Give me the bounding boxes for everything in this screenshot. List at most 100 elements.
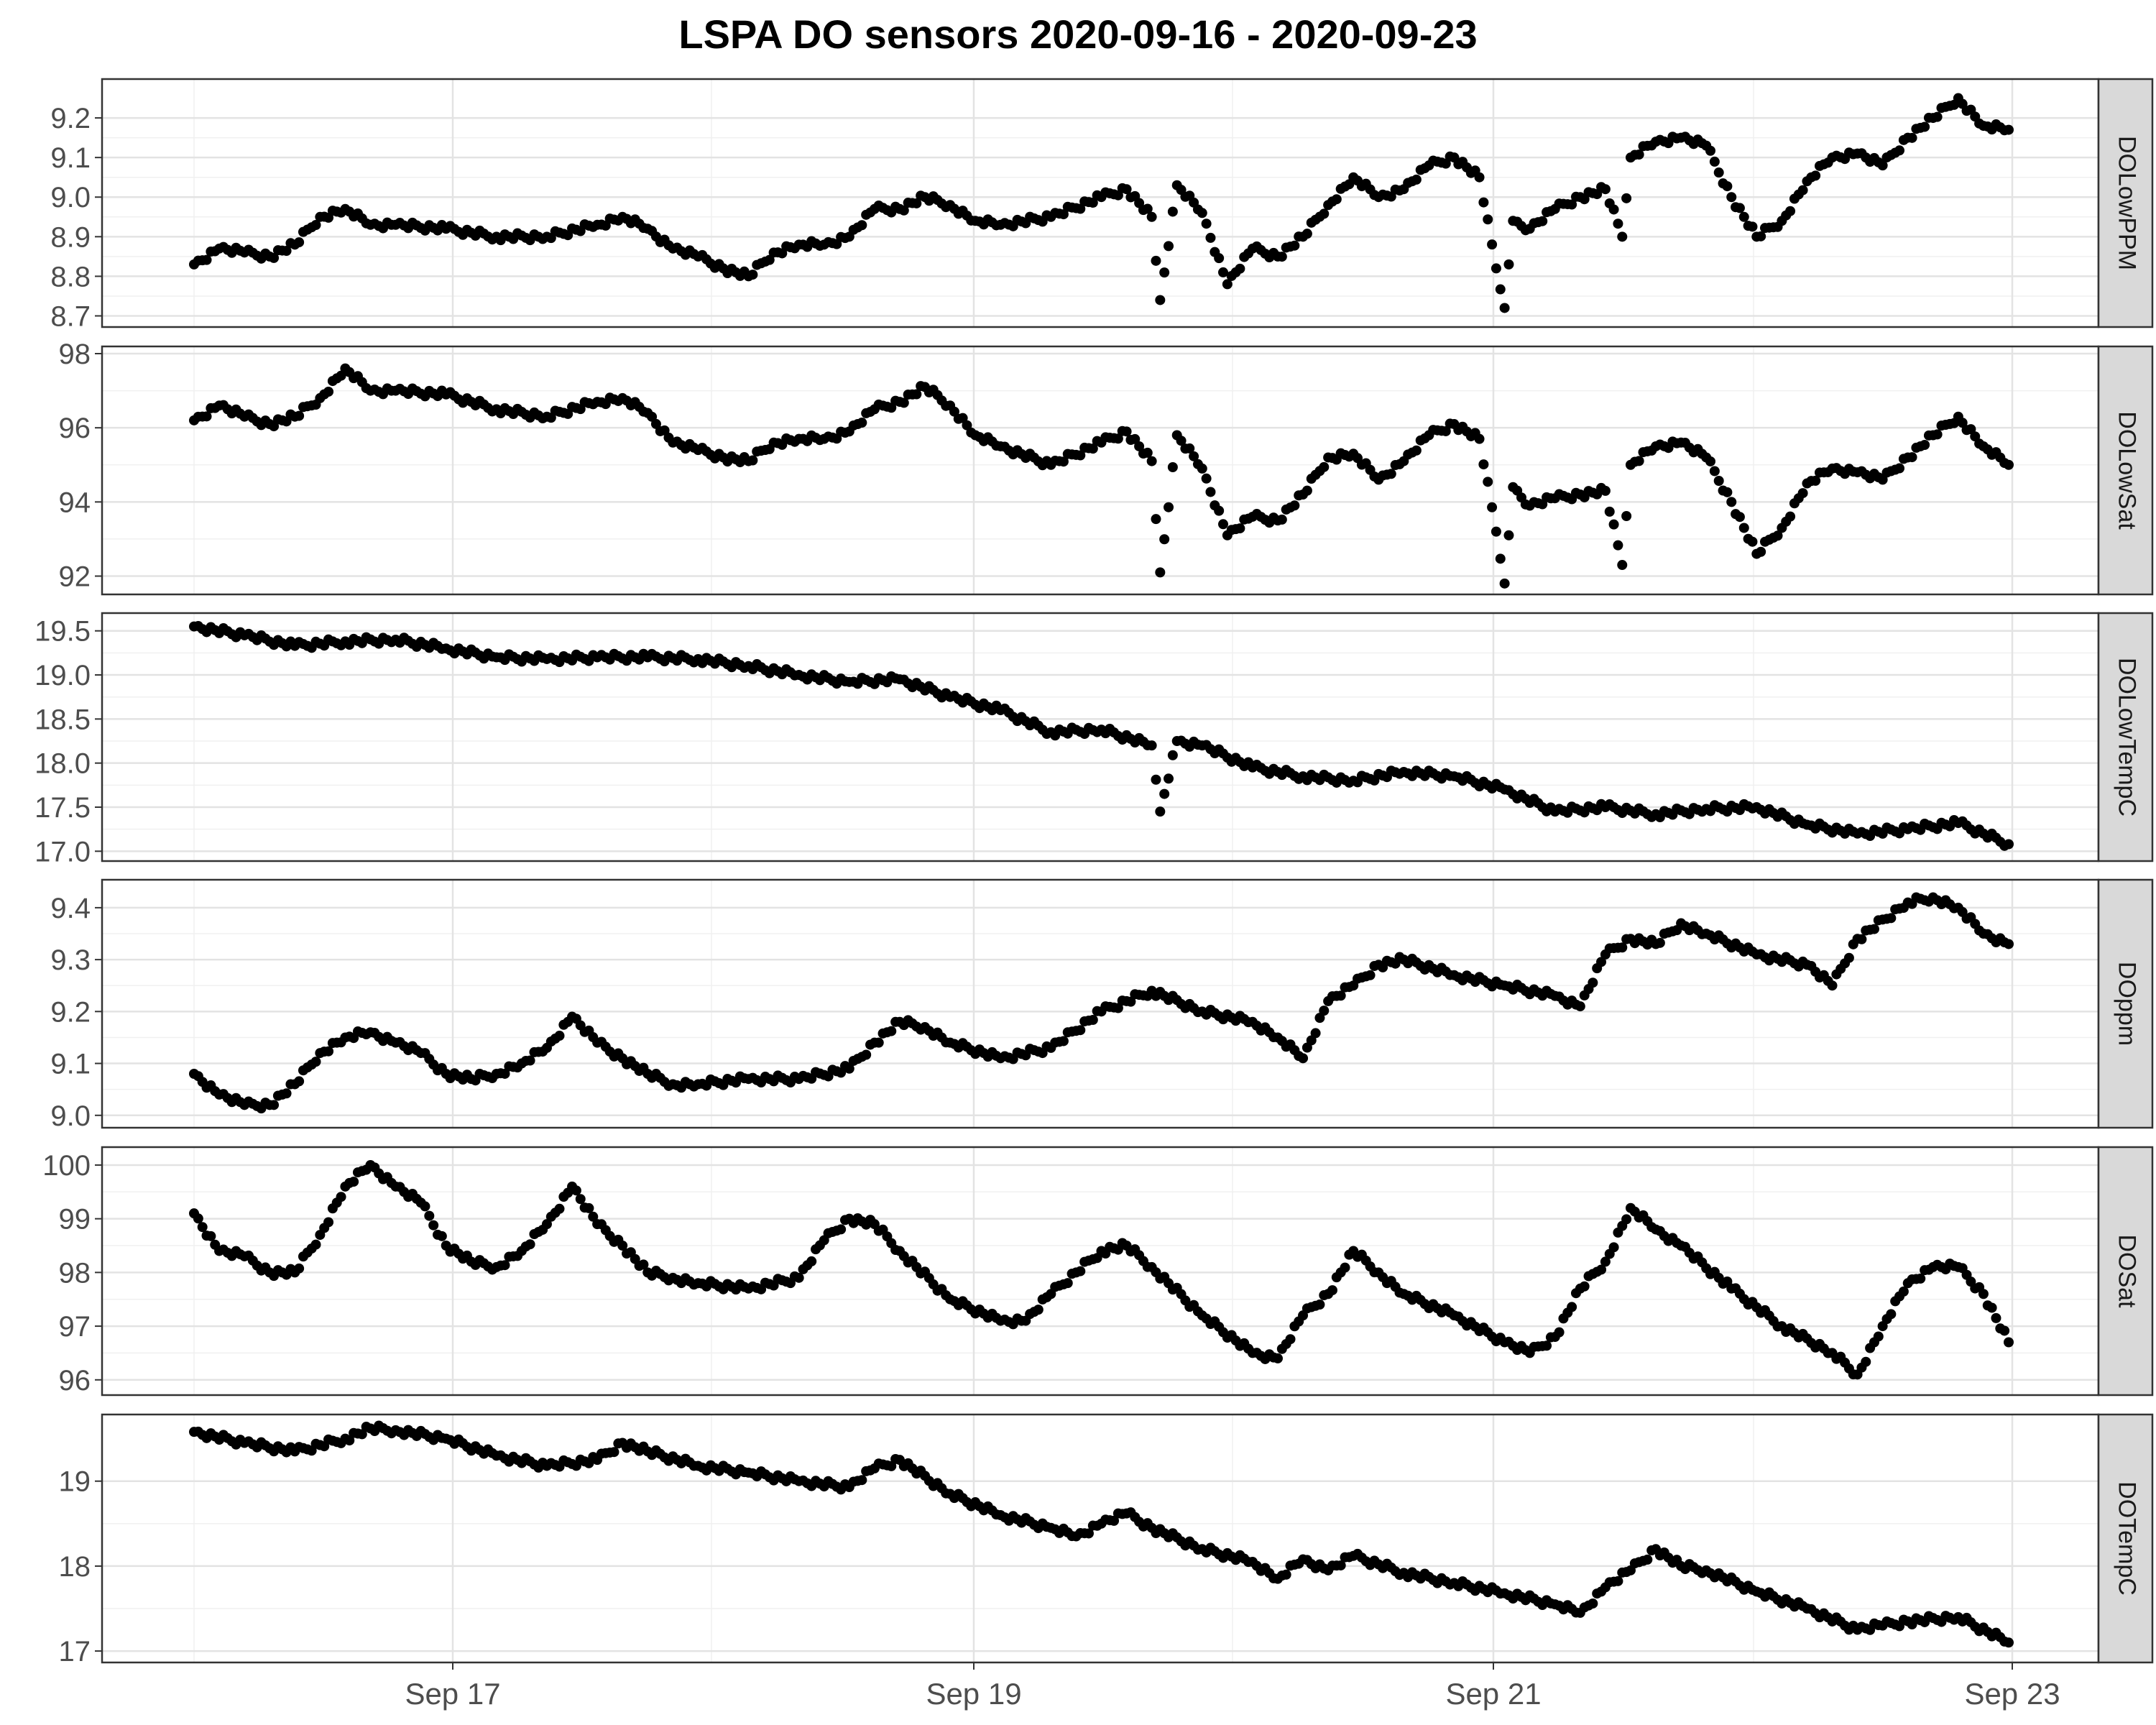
data-point bbox=[1491, 526, 1501, 537]
data-point bbox=[1869, 924, 1879, 934]
y-tick-label: 9.0 bbox=[50, 182, 91, 213]
panel-dolowppm: 8.7 8.8 8.9 9.0 9.1 9.2 DOLowPPM bbox=[50, 78, 2154, 332]
data-point bbox=[1810, 475, 1821, 486]
data-points bbox=[189, 621, 2014, 851]
y-tick-label: 99 bbox=[59, 1204, 91, 1236]
data-point bbox=[836, 1224, 847, 1235]
strip-label: DOSat bbox=[2114, 1234, 2141, 1308]
data-point bbox=[310, 1057, 321, 1067]
data-point bbox=[571, 1185, 581, 1196]
chart-title: LSPA DO sensors 2020-09-16 - 2020-09-23 bbox=[678, 12, 1478, 57]
data-point bbox=[1495, 284, 1506, 295]
data-point bbox=[1734, 203, 1745, 213]
data-point bbox=[588, 1211, 599, 1222]
data-point bbox=[1877, 160, 1888, 171]
panel-doppm: 9.0 9.1 9.2 9.3 9.4 DOppm bbox=[50, 878, 2154, 1132]
data-point bbox=[1907, 132, 1917, 143]
data-point bbox=[1709, 466, 1720, 477]
data-point bbox=[1164, 241, 1174, 252]
x-axis: Sep 17 Sep 19 Sep 21 Sep 23 bbox=[405, 1662, 2060, 1711]
data-point bbox=[1617, 231, 1628, 242]
data-point bbox=[911, 389, 922, 400]
panel-background bbox=[102, 1414, 2099, 1662]
panel-background bbox=[102, 1147, 2099, 1395]
data-point bbox=[617, 1241, 628, 1251]
data-point bbox=[356, 1429, 367, 1440]
y-tick-label: 8.8 bbox=[50, 261, 91, 293]
data-point bbox=[1289, 240, 1300, 251]
data-point bbox=[1487, 502, 1498, 512]
data-point bbox=[1608, 1242, 1619, 1253]
data-point bbox=[269, 252, 280, 263]
data-point bbox=[1894, 145, 1905, 156]
data-point bbox=[1738, 523, 1749, 533]
data-point bbox=[281, 246, 292, 257]
data-point bbox=[1276, 514, 1287, 525]
data-point bbox=[1600, 1256, 1611, 1267]
data-point bbox=[1483, 477, 1493, 487]
data-point bbox=[1726, 192, 1737, 203]
data-point bbox=[1588, 1598, 1598, 1609]
data-point bbox=[1579, 1281, 1590, 1292]
data-point bbox=[1033, 1305, 1044, 1315]
data-point bbox=[609, 1447, 619, 1458]
data-point bbox=[294, 237, 305, 248]
data-point bbox=[1861, 1356, 1871, 1367]
data-point bbox=[1604, 506, 1615, 517]
y-tick-label: 18.0 bbox=[34, 748, 91, 780]
data-point bbox=[1146, 740, 1157, 751]
data-point bbox=[1197, 208, 1207, 218]
data-point bbox=[1503, 259, 1514, 270]
data-point bbox=[2004, 124, 2014, 135]
data-point bbox=[2004, 839, 2014, 850]
data-point bbox=[1184, 443, 1195, 454]
data-point bbox=[575, 1194, 586, 1205]
data-points bbox=[189, 1420, 2014, 1648]
data-point bbox=[1235, 523, 1245, 534]
y-tick-label: 9.4 bbox=[50, 893, 91, 924]
data-point bbox=[1155, 567, 1166, 578]
data-point bbox=[1705, 145, 1716, 156]
data-point bbox=[1272, 1353, 1283, 1363]
y-tick-label: 9.1 bbox=[50, 1049, 91, 1080]
data-point bbox=[1588, 978, 1598, 988]
data-point bbox=[1222, 279, 1233, 290]
data-point bbox=[1608, 204, 1619, 215]
data-point bbox=[911, 198, 922, 208]
data-point bbox=[1810, 170, 1821, 181]
data-point bbox=[1331, 194, 1342, 205]
data-point bbox=[193, 1213, 203, 1224]
strip-background bbox=[2097, 878, 2154, 1129]
data-point bbox=[1907, 452, 1917, 463]
data-point bbox=[1319, 1006, 1330, 1016]
data-point bbox=[1146, 211, 1157, 222]
data-point bbox=[1503, 530, 1514, 540]
y-tick-label: 98 bbox=[59, 1257, 91, 1289]
y-tick-label: 17.0 bbox=[34, 836, 91, 868]
data-point bbox=[1713, 167, 1724, 178]
data-point bbox=[1621, 1214, 1632, 1225]
panel-dolowtempc: 17.0 17.5 18.0 18.5 19.0 19.5 DOLowTempC bbox=[34, 612, 2154, 868]
data-point bbox=[1843, 952, 1854, 963]
data-point bbox=[873, 1037, 884, 1048]
data-point bbox=[1499, 578, 1510, 589]
data-point bbox=[269, 1100, 280, 1110]
data-point bbox=[310, 1239, 321, 1250]
data-point bbox=[1575, 1001, 1585, 1012]
data-point bbox=[1276, 252, 1287, 262]
data-point bbox=[499, 1260, 510, 1271]
data-point bbox=[1999, 1325, 2010, 1336]
data-point bbox=[1335, 1560, 1346, 1570]
data-point bbox=[1201, 218, 1212, 229]
data-points bbox=[189, 1159, 2014, 1380]
data-point bbox=[1285, 1334, 1296, 1345]
data-point bbox=[1537, 216, 1548, 226]
data-points bbox=[189, 363, 2014, 589]
data-point bbox=[1142, 447, 1153, 458]
y-tick-label: 96 bbox=[59, 1365, 91, 1397]
data-point bbox=[1932, 429, 1943, 440]
data-point bbox=[1567, 1302, 1577, 1312]
data-point bbox=[584, 1202, 594, 1213]
data-point bbox=[1298, 1053, 1309, 1064]
data-point bbox=[1314, 1300, 1325, 1310]
